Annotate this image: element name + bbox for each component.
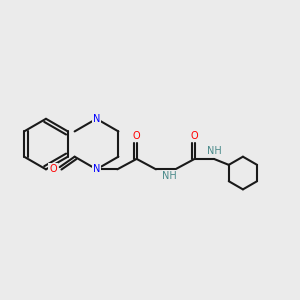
Text: NH: NH	[206, 146, 221, 157]
Text: N: N	[93, 114, 100, 124]
Text: NH: NH	[163, 171, 177, 181]
Text: O: O	[191, 131, 198, 141]
Text: O: O	[50, 164, 57, 174]
Text: N: N	[93, 164, 100, 174]
Text: O: O	[133, 131, 140, 141]
